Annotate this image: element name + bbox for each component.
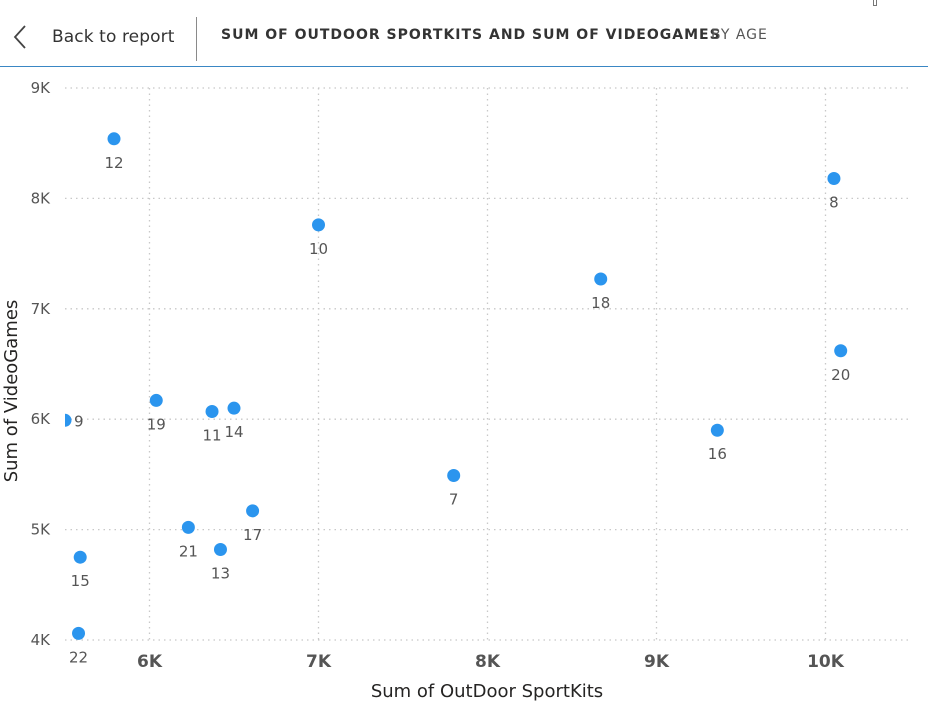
x-tick-label: 8K bbox=[475, 652, 501, 672]
data-point-label: 18 bbox=[591, 294, 610, 312]
x-axis-title: Sum of OutDoor SportKits bbox=[371, 681, 603, 702]
data-point[interactable] bbox=[710, 423, 724, 437]
data-point-label: 22 bbox=[69, 648, 88, 666]
data-point[interactable] bbox=[834, 344, 848, 358]
x-axis-ticks: 6K 7K 8K 9K 10K bbox=[137, 652, 845, 672]
data-point-label: 17 bbox=[243, 526, 262, 544]
data-point-label: 9 bbox=[74, 412, 84, 430]
data-point-label: 12 bbox=[104, 154, 123, 172]
gridlines bbox=[65, 87, 910, 641]
data-point[interactable] bbox=[447, 469, 461, 483]
data-point-label: 15 bbox=[71, 572, 90, 590]
y-tick-label: 9K bbox=[31, 79, 52, 97]
data-point-label: 13 bbox=[211, 564, 230, 582]
corner-mark bbox=[873, 0, 877, 6]
x-tick-label: 10K bbox=[807, 652, 845, 672]
y-tick-label: 7K bbox=[31, 300, 52, 318]
x-tick-label: 7K bbox=[306, 652, 332, 672]
data-point-label: 7 bbox=[449, 491, 459, 509]
page-title: SUM OF OUTDOOR SPORTKITS AND SUM OF VIDE… bbox=[221, 27, 721, 43]
back-label: Back to report bbox=[52, 27, 175, 47]
data-point[interactable] bbox=[59, 413, 72, 427]
data-point[interactable] bbox=[205, 404, 219, 418]
data-point[interactable] bbox=[72, 626, 86, 640]
data-point[interactable] bbox=[227, 401, 241, 415]
y-axis-title: Sum of VideoGames bbox=[1, 300, 22, 483]
data-point[interactable] bbox=[594, 272, 608, 286]
data-point[interactable] bbox=[73, 550, 87, 564]
y-tick-label: 5K bbox=[31, 521, 52, 539]
marker-group bbox=[59, 132, 848, 640]
data-point-label: 21 bbox=[179, 542, 198, 560]
y-tick-label: 4K bbox=[31, 631, 52, 649]
chevron-left-icon bbox=[13, 25, 26, 49]
y-axis-ticks: 4K 5K 6K 7K 8K 9K bbox=[31, 79, 52, 649]
y-tick-label: 8K bbox=[31, 189, 52, 207]
data-point-label: 11 bbox=[202, 426, 221, 444]
data-point[interactable] bbox=[181, 520, 195, 534]
data-point[interactable] bbox=[107, 132, 121, 146]
data-point-label: 10 bbox=[309, 240, 328, 258]
data-point[interactable] bbox=[213, 542, 227, 556]
data-point[interactable] bbox=[246, 504, 260, 518]
x-tick-label: 9K bbox=[644, 652, 670, 672]
data-point-label: 8 bbox=[829, 194, 839, 212]
data-point[interactable] bbox=[827, 172, 841, 186]
data-point-label: 19 bbox=[147, 415, 166, 433]
y-tick-label: 6K bbox=[31, 410, 52, 428]
back-to-report-button[interactable]: Back to report bbox=[12, 22, 174, 52]
data-point[interactable] bbox=[149, 393, 163, 407]
data-point[interactable] bbox=[312, 218, 325, 232]
data-point-label: 20 bbox=[831, 366, 850, 384]
data-point-label: 16 bbox=[708, 445, 727, 463]
header-bar: Back to report SUM OF OUTDOOR SPORTKITS … bbox=[0, 0, 928, 67]
page-subtitle: BY AGE bbox=[711, 27, 768, 43]
header-divider bbox=[196, 17, 197, 61]
x-tick-label: 6K bbox=[137, 652, 163, 672]
data-point-label: 14 bbox=[224, 423, 243, 441]
data-points: 12 10 8 18 20 9 19 11 14 16 7 17 21 13 15 22 bbox=[59, 132, 850, 666]
